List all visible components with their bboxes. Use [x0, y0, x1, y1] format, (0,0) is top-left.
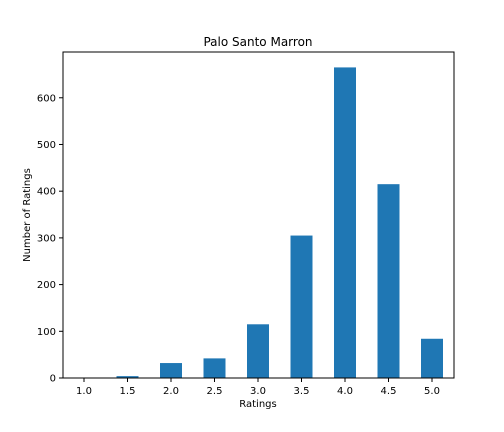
x-tick-label: 5.0: [424, 386, 440, 397]
y-tick-label: 500: [37, 140, 56, 151]
x-tick-label: 1.0: [76, 386, 92, 397]
y-axis-ticks: 0 100 200 300 400 500 600: [37, 93, 63, 385]
bar-4.5: [377, 184, 400, 378]
x-axis-label: Ratings: [239, 399, 276, 410]
bar-4.0: [334, 67, 356, 379]
y-tick-label: 0: [50, 374, 56, 385]
y-tick-label: 300: [37, 233, 56, 244]
x-tick-label: 3.0: [250, 386, 266, 397]
bar-3.5: [290, 235, 313, 378]
x-tick-label: 4.5: [381, 386, 397, 397]
x-tick-label: 4.0: [337, 386, 353, 397]
x-tick-label: 3.5: [294, 386, 310, 397]
y-tick-label: 400: [37, 187, 56, 198]
bar-3.0: [247, 324, 269, 378]
bar-2.0: [160, 363, 182, 378]
y-axis-label: Number of Ratings: [22, 168, 33, 262]
chart-title: Palo Santo Marron: [203, 35, 312, 49]
bar-1.5: [116, 376, 139, 378]
x-tick-label: 2.5: [207, 386, 223, 397]
x-tick-label: 2.0: [163, 386, 179, 397]
y-tick-label: 600: [37, 93, 56, 104]
y-tick-label: 100: [37, 327, 56, 338]
bar-2.5: [203, 358, 226, 378]
plot-frame: [62, 51, 455, 379]
x-tick-label: 1.5: [120, 386, 136, 397]
y-tick-label: 200: [37, 280, 56, 291]
bars-group: [116, 67, 443, 379]
bar-5.0: [421, 338, 443, 378]
x-axis-ticks: 1.0 1.5 2.0 2.5 3.0 3.5 4.0 4.5 5.0: [76, 378, 440, 397]
